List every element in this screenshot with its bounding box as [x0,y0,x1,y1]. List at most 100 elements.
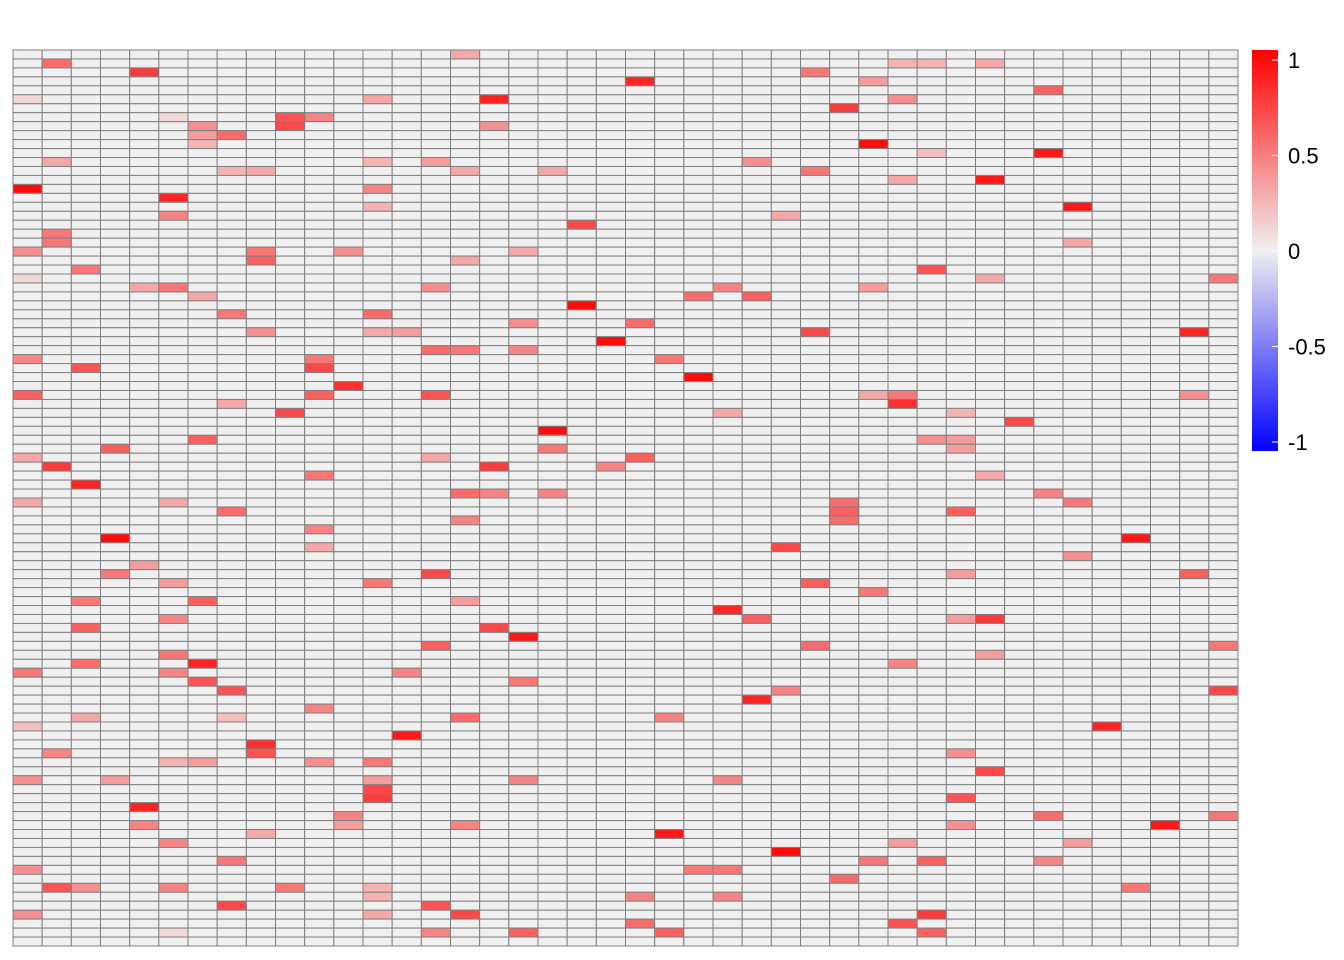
heatmap-cell [945,246,977,257]
heatmap-cell [654,596,685,607]
heatmap-cell [858,569,889,580]
heatmap-cell [595,345,627,356]
heatmap-cell [741,587,772,598]
heatmap-cell [12,506,43,517]
heatmap-cell [683,103,714,114]
heatmap-cell [887,846,918,857]
heatmap-cell [362,578,393,589]
heatmap-cell [508,497,539,508]
heatmap-cell [829,837,860,848]
heatmap-cell [1004,157,1035,167]
heatmap-cell [187,407,218,418]
heatmap-cell [595,533,627,544]
heatmap-cell [1062,542,1093,553]
heatmap-cell [479,882,510,893]
heatmap-cell [741,372,772,383]
heatmap-cell [333,524,364,535]
heatmap-cell [216,85,247,96]
heatmap-cell [245,461,277,472]
heatmap-cell [216,748,247,759]
heatmap-cell [1091,587,1122,598]
heatmap-cell [1179,148,1210,159]
heatmap-cell [187,148,218,159]
heatmap-cell [333,327,364,338]
heatmap-cell [887,407,918,418]
heatmap-cell [683,667,714,678]
heatmap-cell [100,309,131,320]
heatmap-cell [1062,587,1093,598]
heatmap-cell [887,533,918,544]
heatmap-cell [712,345,743,356]
heatmap-cell [275,891,306,902]
heatmap-cell [420,909,451,920]
heatmap-cell [420,649,451,660]
heatmap-cell [566,685,597,696]
heatmap-cell [1120,784,1151,795]
heatmap-cell [1120,802,1151,813]
heatmap-cell [12,76,43,87]
heatmap-cell [304,676,335,687]
heatmap-cell [304,551,335,562]
heatmap-cell [129,739,160,750]
heatmap-cell [216,640,247,651]
heatmap-cell [129,130,160,141]
heatmap-cell [275,336,306,347]
heatmap-cell [450,103,481,114]
heatmap-cell [683,148,714,159]
heatmap-cell [770,300,802,311]
heatmap-cell [100,416,131,427]
heatmap-cell [420,587,451,598]
heatmap-cell [683,846,714,857]
heatmap-cell [333,318,364,329]
heatmap-cell [450,434,481,445]
heatmap-cell [654,407,685,418]
heatmap-cell [333,183,364,194]
heatmap-cell [1150,139,1181,150]
heatmap-cell [537,389,568,400]
heatmap-cell [245,739,277,750]
heatmap-cell [216,58,247,69]
heatmap-cell [595,479,627,490]
heatmap-cell [508,237,539,248]
heatmap-cell [537,775,568,786]
heatmap-cell [887,524,918,535]
heatmap-cell [70,479,102,490]
heatmap-cell [741,165,772,176]
heatmap-cell [975,201,1006,212]
heatmap-cell [1004,918,1035,929]
heatmap-cell [829,273,860,284]
heatmap-cell [800,569,831,580]
heatmap-cell [479,784,510,795]
heatmap-cell [100,882,131,893]
heatmap-cell [479,112,510,123]
heatmap-cell [712,201,743,212]
heatmap-cell [566,210,597,221]
heatmap-cell [1150,291,1181,302]
heatmap-cell [800,605,831,615]
heatmap-cell [741,255,772,266]
heatmap-cell [1179,58,1210,69]
heatmap-cell [245,425,277,436]
heatmap-cell [945,443,977,454]
heatmap-cell [1062,864,1093,875]
heatmap-cell [945,927,977,938]
heatmap-cell [829,461,860,472]
heatmap-cell [829,497,860,508]
heatmap-cell [245,183,277,194]
heatmap-cell [1150,766,1181,777]
heatmap-cell [304,398,335,409]
heatmap-cell [712,918,743,929]
heatmap-cell [12,909,43,920]
heatmap-cell [12,228,43,239]
heatmap-cell [537,873,568,884]
heatmap-cell [158,936,189,947]
heatmap-cell [1179,372,1210,383]
heatmap-cell [508,300,539,311]
heatmap-cell [858,381,889,391]
heatmap-cell [1208,864,1239,875]
heatmap-cell [100,622,131,633]
heatmap-cell [741,811,772,822]
heatmap-cell [566,766,597,777]
heatmap-cell [450,918,481,929]
heatmap-cell [1033,470,1064,481]
